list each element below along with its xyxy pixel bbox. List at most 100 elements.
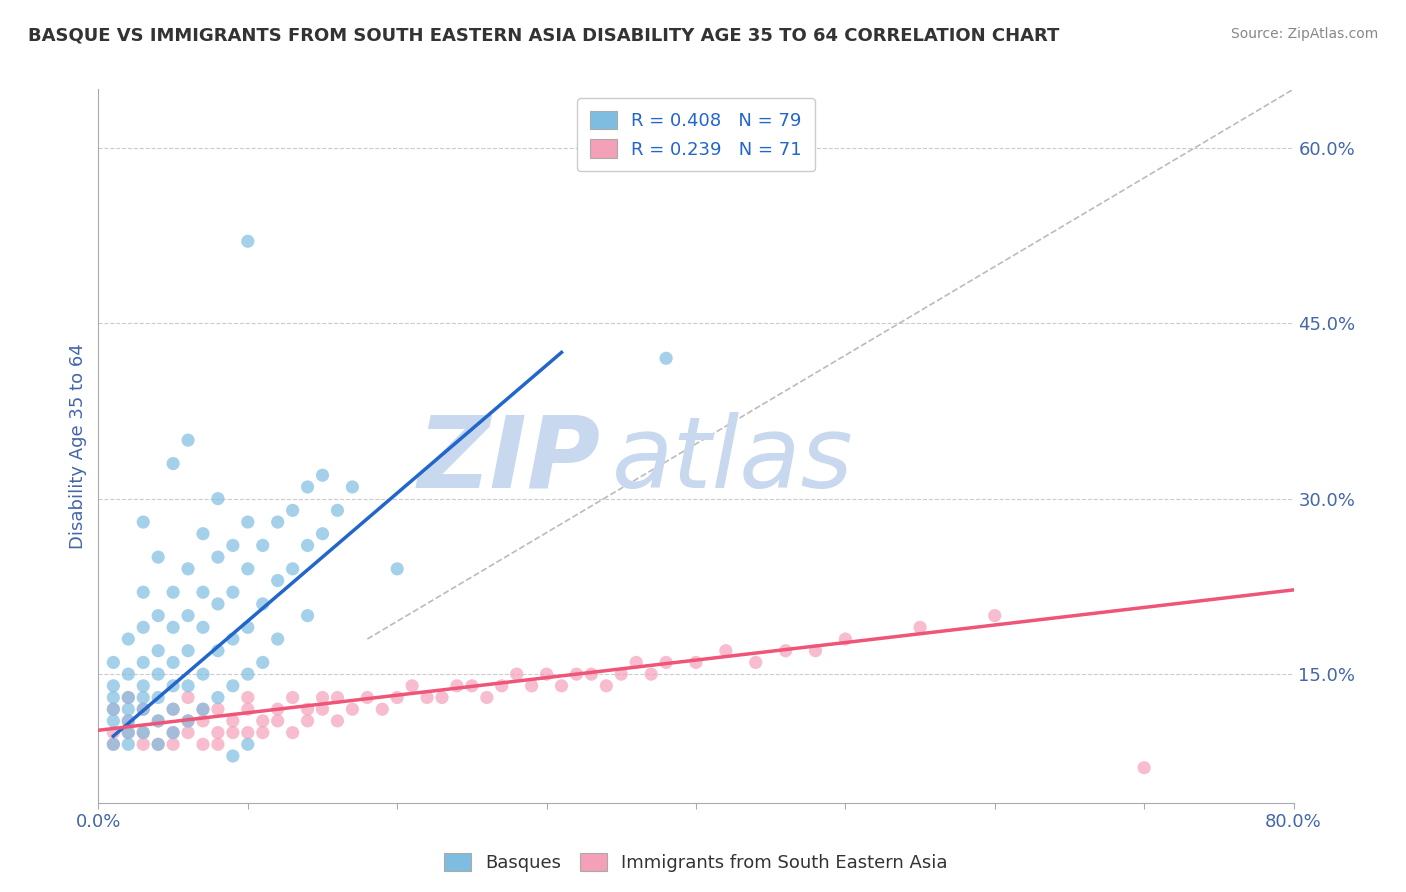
Point (311, 702, 333, 716)
Point (117, 667, 139, 681)
Point (207, 491, 229, 506)
Point (655, 656, 678, 670)
Point (132, 725, 155, 739)
Point (117, 714, 139, 728)
Legend: Basques, Immigrants from South Eastern Asia: Basques, Immigrants from South Eastern A… (437, 846, 955, 880)
Point (385, 562, 409, 576)
Point (267, 515, 290, 529)
Point (236, 725, 259, 739)
Point (177, 608, 200, 623)
Point (236, 737, 259, 751)
Point (326, 503, 349, 517)
Point (401, 679, 423, 693)
Text: Source: ZipAtlas.com: Source: ZipAtlas.com (1230, 27, 1378, 41)
Point (297, 538, 319, 552)
Point (207, 644, 229, 658)
Point (191, 702, 214, 716)
Point (132, 725, 155, 739)
Point (207, 737, 229, 751)
Point (191, 667, 214, 681)
Point (1133, 761, 1156, 775)
Point (117, 714, 139, 728)
Point (326, 714, 349, 728)
Point (117, 725, 139, 739)
Point (385, 690, 409, 705)
Point (117, 690, 139, 705)
Point (626, 656, 648, 670)
Point (191, 620, 214, 634)
Point (103, 679, 125, 693)
Point (103, 690, 125, 705)
Point (416, 690, 439, 705)
Point (297, 702, 319, 716)
Point (236, 562, 259, 576)
Point (356, 690, 378, 705)
Point (236, 515, 259, 529)
Point (207, 690, 229, 705)
Point (610, 667, 633, 681)
Point (103, 656, 125, 670)
Point (655, 351, 678, 366)
Point (148, 644, 170, 658)
Point (475, 690, 498, 705)
Point (311, 690, 333, 705)
Point (207, 597, 229, 611)
Point (252, 656, 274, 670)
Point (177, 644, 200, 658)
Point (148, 737, 170, 751)
Point (207, 550, 229, 565)
Point (267, 632, 290, 646)
Point (236, 667, 259, 681)
Point (162, 457, 184, 471)
Point (117, 702, 139, 716)
Point (103, 714, 125, 728)
Point (297, 608, 319, 623)
Point (222, 714, 245, 728)
Point (281, 690, 304, 705)
Point (177, 679, 200, 693)
Point (177, 714, 200, 728)
Point (640, 667, 662, 681)
Point (236, 702, 259, 716)
Y-axis label: Disability Age 35 to 64: Disability Age 35 to 64 (69, 343, 87, 549)
Point (177, 562, 200, 576)
Point (595, 679, 617, 693)
Point (342, 480, 364, 494)
Point (236, 690, 259, 705)
Point (177, 725, 200, 739)
Point (267, 702, 290, 716)
Point (132, 737, 155, 751)
Point (207, 725, 229, 739)
Point (162, 585, 184, 599)
Point (148, 550, 170, 565)
Point (281, 503, 304, 517)
Point (834, 632, 856, 646)
Point (148, 714, 170, 728)
Point (148, 714, 170, 728)
Point (162, 679, 184, 693)
Point (191, 702, 214, 716)
Point (491, 679, 513, 693)
Point (132, 702, 155, 716)
Point (565, 667, 588, 681)
Point (117, 632, 139, 646)
Point (132, 656, 155, 670)
Point (984, 608, 1007, 623)
Point (132, 702, 155, 716)
Point (775, 644, 797, 658)
Point (162, 702, 184, 716)
Point (236, 620, 259, 634)
Text: ZIP: ZIP (418, 412, 600, 508)
Point (222, 749, 245, 764)
Point (252, 597, 274, 611)
Point (236, 234, 259, 248)
Point (162, 725, 184, 739)
Text: atlas: atlas (613, 412, 853, 508)
Point (191, 737, 214, 751)
Point (252, 538, 274, 552)
Point (148, 737, 170, 751)
Point (222, 538, 245, 552)
Point (550, 679, 572, 693)
Point (132, 679, 155, 693)
Point (103, 702, 125, 716)
